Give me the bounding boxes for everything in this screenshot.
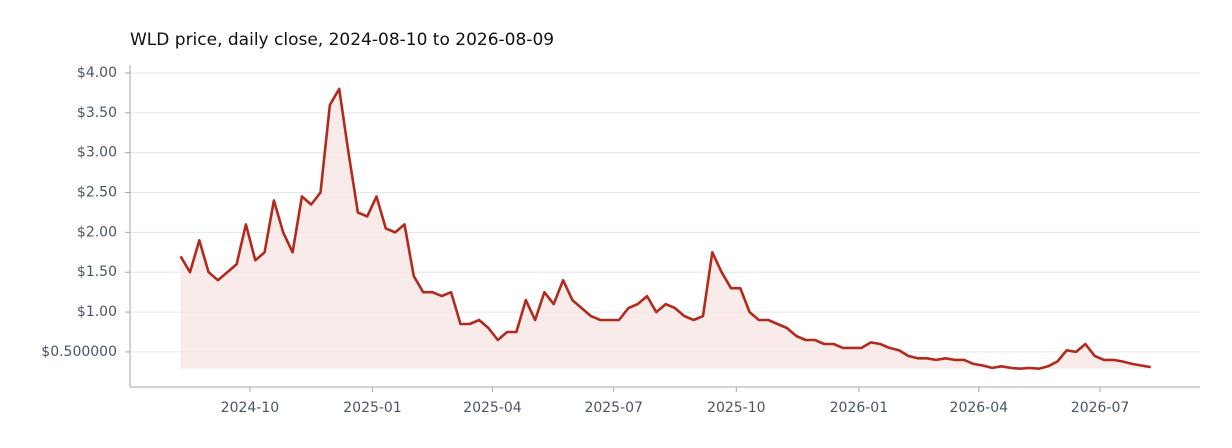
x-tick-label: 2025-04 xyxy=(463,400,522,416)
x-tick-label: 2026-04 xyxy=(950,400,1009,416)
x-tick-label: 2024-10 xyxy=(221,400,280,416)
x-tick-label: 2026-01 xyxy=(830,400,889,416)
y-tick-label: $3.00 xyxy=(77,145,117,161)
y-tick-label: $0.500000 xyxy=(41,344,117,360)
y-tick-label: $2.00 xyxy=(77,224,117,240)
chart-title: WLD price, daily close, 2024-08-10 to 20… xyxy=(130,30,554,50)
y-tick-label: $2.50 xyxy=(77,185,117,201)
y-tick-label: $1.00 xyxy=(77,304,117,320)
y-tick-label: $3.50 xyxy=(77,105,117,121)
x-tick-label: 2026-07 xyxy=(1071,400,1130,416)
y-tick-label: $4.00 xyxy=(77,65,117,81)
x-tick-label: 2025-01 xyxy=(343,400,402,416)
line xyxy=(179,87,1151,370)
x-tick-label: 2025-07 xyxy=(584,400,643,416)
x-tick-label: 2025-10 xyxy=(707,400,766,416)
y-tick-label: $1.50 xyxy=(77,264,117,280)
area xyxy=(180,88,1151,369)
